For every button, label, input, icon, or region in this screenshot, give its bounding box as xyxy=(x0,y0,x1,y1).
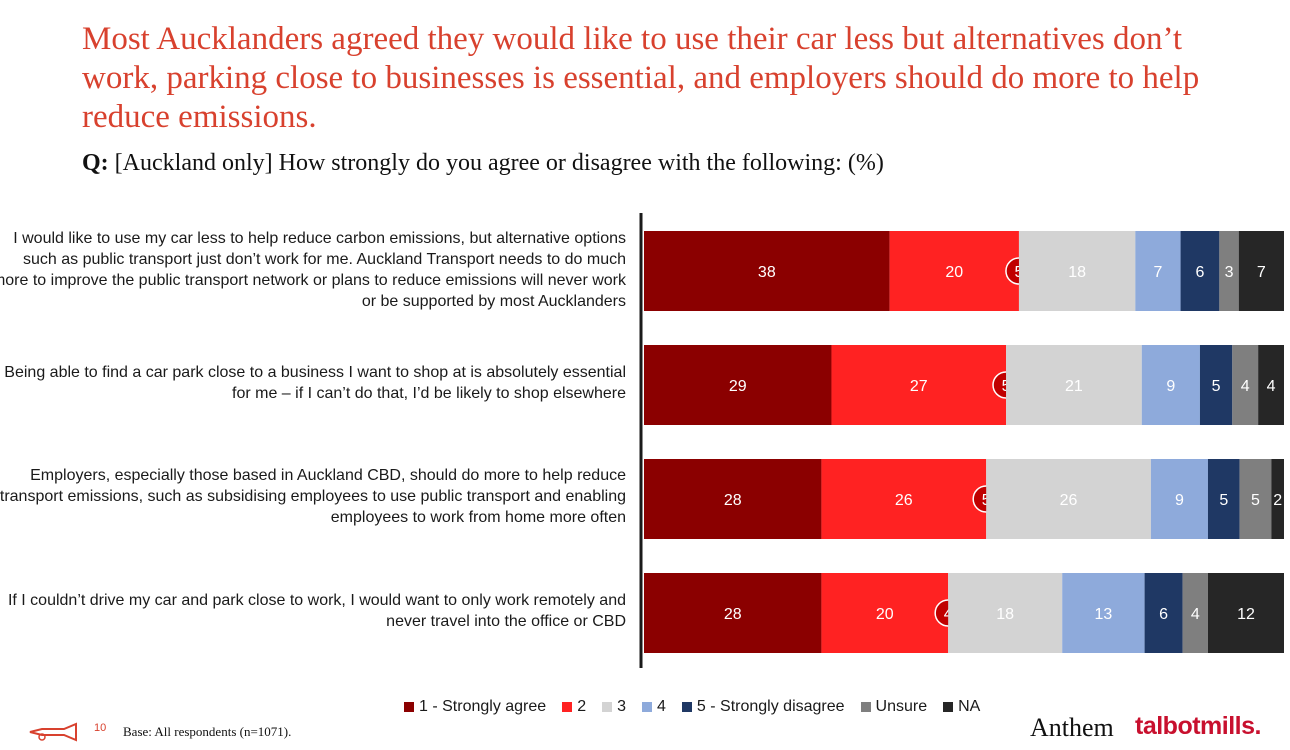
chart-legend: 1 - Strongly agree 2 3 4 5 - Strongly disagr… xyxy=(404,698,980,716)
page-number: 10 xyxy=(94,722,107,734)
legend-swatch xyxy=(404,702,414,712)
legend-item: Unsure xyxy=(860,698,928,716)
legend-label: 2 xyxy=(577,698,587,715)
bar-value-label: 20 xyxy=(876,606,894,623)
bar-segment xyxy=(821,459,987,539)
bar-segment xyxy=(1006,345,1142,425)
question-text: [Auckland only] How strongly do you agre… xyxy=(114,150,884,176)
legend-label: NA xyxy=(958,698,981,715)
bar-segment xyxy=(1141,345,1200,425)
bar-segment xyxy=(644,345,832,425)
bar-value-label: 5 xyxy=(1212,378,1221,395)
bar-segment xyxy=(1199,345,1233,425)
legend-swatch xyxy=(602,702,613,712)
bar-segment xyxy=(1062,573,1145,653)
row-label-1: I would like to use my car less to help … xyxy=(0,230,626,310)
question-prefix: Q: xyxy=(82,150,109,176)
bar-segment xyxy=(1238,231,1284,311)
row-label-3: Employers, especially those based in Auc… xyxy=(0,467,626,526)
bar-value-label: 3 xyxy=(1225,264,1234,281)
bar-segment xyxy=(1207,573,1284,653)
legend-label: 5 - Strongly disagree xyxy=(696,698,845,715)
legend-label: 3 xyxy=(617,698,626,715)
legend-item: NA xyxy=(943,698,980,716)
bar-value-label: 26 xyxy=(1060,492,1078,509)
bar-value-label: 12 xyxy=(1237,606,1255,623)
bar-value-label: 38 xyxy=(758,264,776,281)
legend-swatch xyxy=(642,702,652,712)
trumpet-icon xyxy=(29,722,77,742)
bar-value-label: 5 xyxy=(1251,492,1260,509)
bar-segment xyxy=(1239,459,1272,539)
bar-value-label: 9 xyxy=(1166,378,1175,395)
bar-value-label: 18 xyxy=(996,606,1014,623)
bar-value-label: 18 xyxy=(1068,264,1086,281)
bar-value-label: 9 xyxy=(1175,492,1184,509)
bar-value-label: 28 xyxy=(724,492,742,509)
bar-value-label: 13 xyxy=(1095,606,1113,623)
bar-segment xyxy=(644,573,822,653)
bar-value-label: 4 xyxy=(1241,378,1250,395)
bar-value-label: 4 xyxy=(1191,606,1200,623)
bar-segment xyxy=(1232,345,1259,425)
legend-label: 4 xyxy=(657,698,666,715)
bar-segment xyxy=(1271,459,1284,539)
bar-segment xyxy=(1207,459,1240,539)
legend-swatch xyxy=(681,702,692,712)
bar-value-label: 29 xyxy=(729,378,747,395)
legend-item: 1 - Strongly agree xyxy=(404,698,546,716)
legend-label: Unsure xyxy=(875,698,928,715)
bar-segment xyxy=(948,573,1063,653)
row-label-2: Being able to find a car park close to a… xyxy=(4,364,626,402)
bar-value-label: 2 xyxy=(1273,492,1282,509)
question: Q: [Auckland only] How strongly do you a… xyxy=(82,150,884,177)
legend-item: 2 xyxy=(562,698,586,716)
anthem-logo: Anthem xyxy=(1030,713,1114,742)
legend-label: 1 - Strongly agree xyxy=(419,698,547,715)
base-note: Base: All respondents (n=1071). xyxy=(123,724,292,739)
bar-segment xyxy=(1150,459,1208,539)
page-title: Most Aucklanders agreed they would like … xyxy=(82,21,1200,135)
bar-segment xyxy=(644,459,822,539)
stacked-bar-chart: 3820518763729275219544282652695522820418… xyxy=(639,213,1284,668)
bar-segment xyxy=(1144,573,1183,653)
legend-item: 4 xyxy=(642,698,666,716)
bar-value-label: 26 xyxy=(895,492,913,509)
bar-segment xyxy=(1018,231,1136,311)
bar-segment xyxy=(889,231,1019,311)
bar-segment xyxy=(1180,231,1220,311)
bar-segment xyxy=(1258,345,1284,425)
row-label-4: If I couldn’t drive my car and park clos… xyxy=(7,592,626,630)
bar-segment xyxy=(831,345,1007,425)
bar-segment xyxy=(1219,231,1239,311)
legend-item: 5 - Strongly disagree xyxy=(681,698,845,716)
bar-value-label: 7 xyxy=(1257,264,1266,281)
bar-value-label: 27 xyxy=(910,378,928,395)
talbotmills-logo: talbotmills. xyxy=(1135,712,1261,740)
bar-value-label: 21 xyxy=(1065,378,1083,395)
bar-segment xyxy=(1182,573,1208,653)
bar-segment xyxy=(1135,231,1181,311)
bar-value-label: 6 xyxy=(1159,606,1168,623)
bar-segment xyxy=(986,459,1151,539)
legend-swatch xyxy=(562,702,573,712)
bar-value-label: 6 xyxy=(1196,264,1205,281)
bar-value-label: 5 xyxy=(1219,492,1228,509)
bar-segment xyxy=(821,573,949,653)
legend-item: 3 xyxy=(602,698,626,716)
bar-value-label: 28 xyxy=(724,606,742,623)
legend-swatch xyxy=(943,702,954,712)
bar-value-label: 4 xyxy=(1267,378,1276,395)
bar-value-label: 7 xyxy=(1153,264,1162,281)
legend-swatch xyxy=(860,702,871,712)
bar-segment xyxy=(644,231,890,311)
bar-value-label: 20 xyxy=(945,264,963,281)
